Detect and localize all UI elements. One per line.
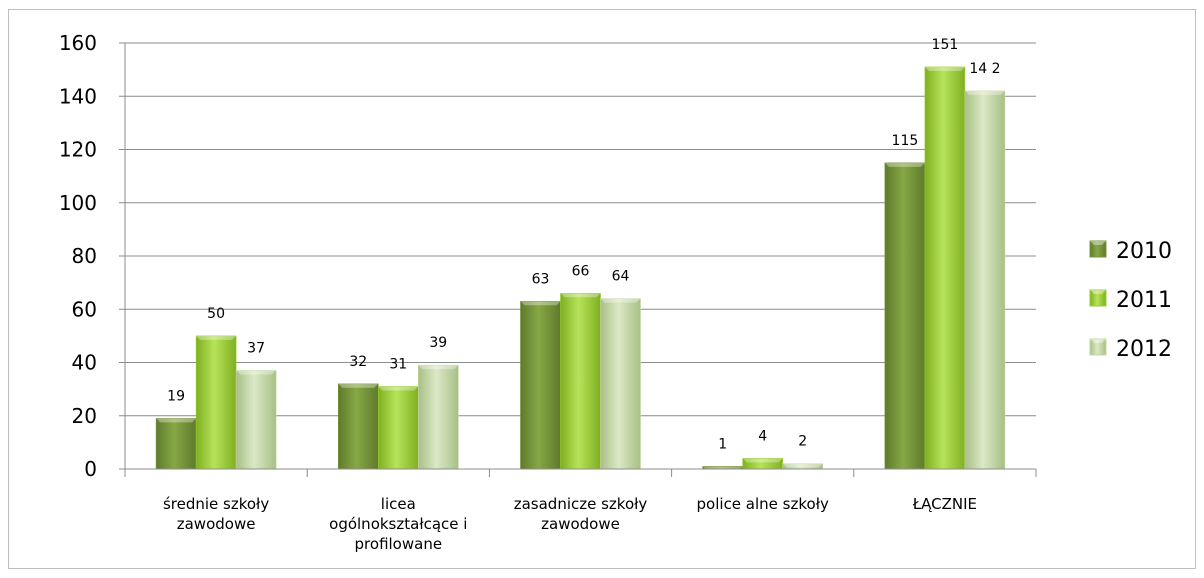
- data-label: 63: [532, 271, 550, 287]
- bar-bevel: [236, 370, 277, 375]
- data-label: 151: [932, 37, 959, 53]
- y-tick-label: 0: [84, 457, 97, 481]
- data-label: 19: [167, 388, 185, 404]
- data-label: 31: [389, 356, 407, 372]
- legend-swatch-2012: [1089, 338, 1107, 356]
- bar-bevel: [418, 365, 459, 370]
- y-tick-label: 40: [72, 351, 97, 375]
- legend-label: 2012: [1116, 337, 1172, 362]
- data-label: 37: [247, 340, 265, 356]
- category-label: zasadnicze szkoły: [514, 495, 648, 513]
- y-tick-label: 160: [59, 31, 97, 55]
- category-label: licea: [381, 495, 416, 513]
- x-axis: [124, 43, 1037, 477]
- y-tick-label: 120: [59, 138, 97, 162]
- bar-2012: [417, 364, 459, 470]
- bar-2010: [155, 418, 197, 470]
- category-label: police alne szkoły: [697, 495, 829, 513]
- y-tick-label: 140: [59, 84, 97, 108]
- category-label: ogólnokształcące i: [329, 515, 467, 533]
- legend-swatch-2010: [1089, 240, 1107, 258]
- bar-2011: [195, 335, 237, 470]
- y-axis-ticks: 0 20 40 60 80 100 120 140 160: [59, 31, 125, 481]
- legend-label: 2010: [1116, 239, 1172, 264]
- bar-2010: [337, 383, 379, 470]
- bar-bevel: [964, 90, 1005, 95]
- bar-bevel: [196, 335, 237, 340]
- bar-bevel: [742, 458, 783, 463]
- bar-2011: [924, 66, 966, 470]
- bar-bevel: [520, 301, 561, 306]
- category-label: średnie szkoły: [163, 495, 269, 513]
- data-label: 14 2: [969, 61, 1000, 77]
- category-label: zawodowe: [177, 515, 256, 533]
- bar-bevel: [560, 293, 601, 298]
- bar-bevel: [378, 386, 419, 391]
- y-tick-label: 100: [59, 191, 97, 215]
- data-label: 50: [207, 306, 225, 322]
- bar-bevel: [782, 463, 823, 468]
- y-tick-label: 60: [72, 297, 97, 321]
- category-labels: średnie szkoły zawodowe licea ogólnokształc…: [163, 495, 977, 553]
- bar-2010: [520, 300, 561, 470]
- data-label: 2: [798, 434, 807, 450]
- bar-2012: [600, 298, 641, 470]
- bar-bevel: [338, 383, 379, 388]
- bar-bevel: [702, 466, 743, 471]
- gridlines: [125, 42, 1036, 417]
- category-label: profilowane: [355, 535, 443, 553]
- bar-2010: [884, 162, 926, 470]
- y-tick-label: 20: [72, 404, 97, 428]
- data-label: 64: [612, 269, 630, 285]
- bars: [155, 66, 1006, 471]
- legend-label: 2011: [1116, 288, 1172, 313]
- data-labels: 19 50 37 32 31 39 63 66 64 1 4 2 115 151 14 2: [167, 37, 1000, 452]
- data-label: 66: [572, 263, 590, 279]
- bar-2012: [964, 90, 1006, 470]
- data-label: 39: [429, 335, 447, 351]
- category-label: ŁĄCZNIE: [912, 495, 977, 513]
- legend-swatch-bevel: [1090, 339, 1106, 343]
- data-label: 1: [718, 436, 727, 452]
- data-label: 4: [758, 428, 767, 444]
- legend-swatch-2011: [1089, 289, 1107, 307]
- legend-swatch-bevel: [1090, 290, 1106, 294]
- y-tick-label: 80: [72, 244, 97, 268]
- data-label: 32: [349, 354, 367, 370]
- bar-bevel: [884, 162, 925, 167]
- bar-2012: [235, 370, 277, 470]
- category-label: zawodowe: [541, 515, 620, 533]
- bar-2011: [377, 386, 419, 470]
- bar-bevel: [600, 298, 641, 303]
- bar-bevel: [924, 66, 965, 71]
- data-label: 115: [892, 133, 919, 149]
- legend-swatch-bevel: [1090, 241, 1106, 245]
- legend: 2010 2011 2012: [1089, 239, 1172, 362]
- bar-2011: [560, 292, 601, 470]
- bar-bevel: [156, 418, 197, 423]
